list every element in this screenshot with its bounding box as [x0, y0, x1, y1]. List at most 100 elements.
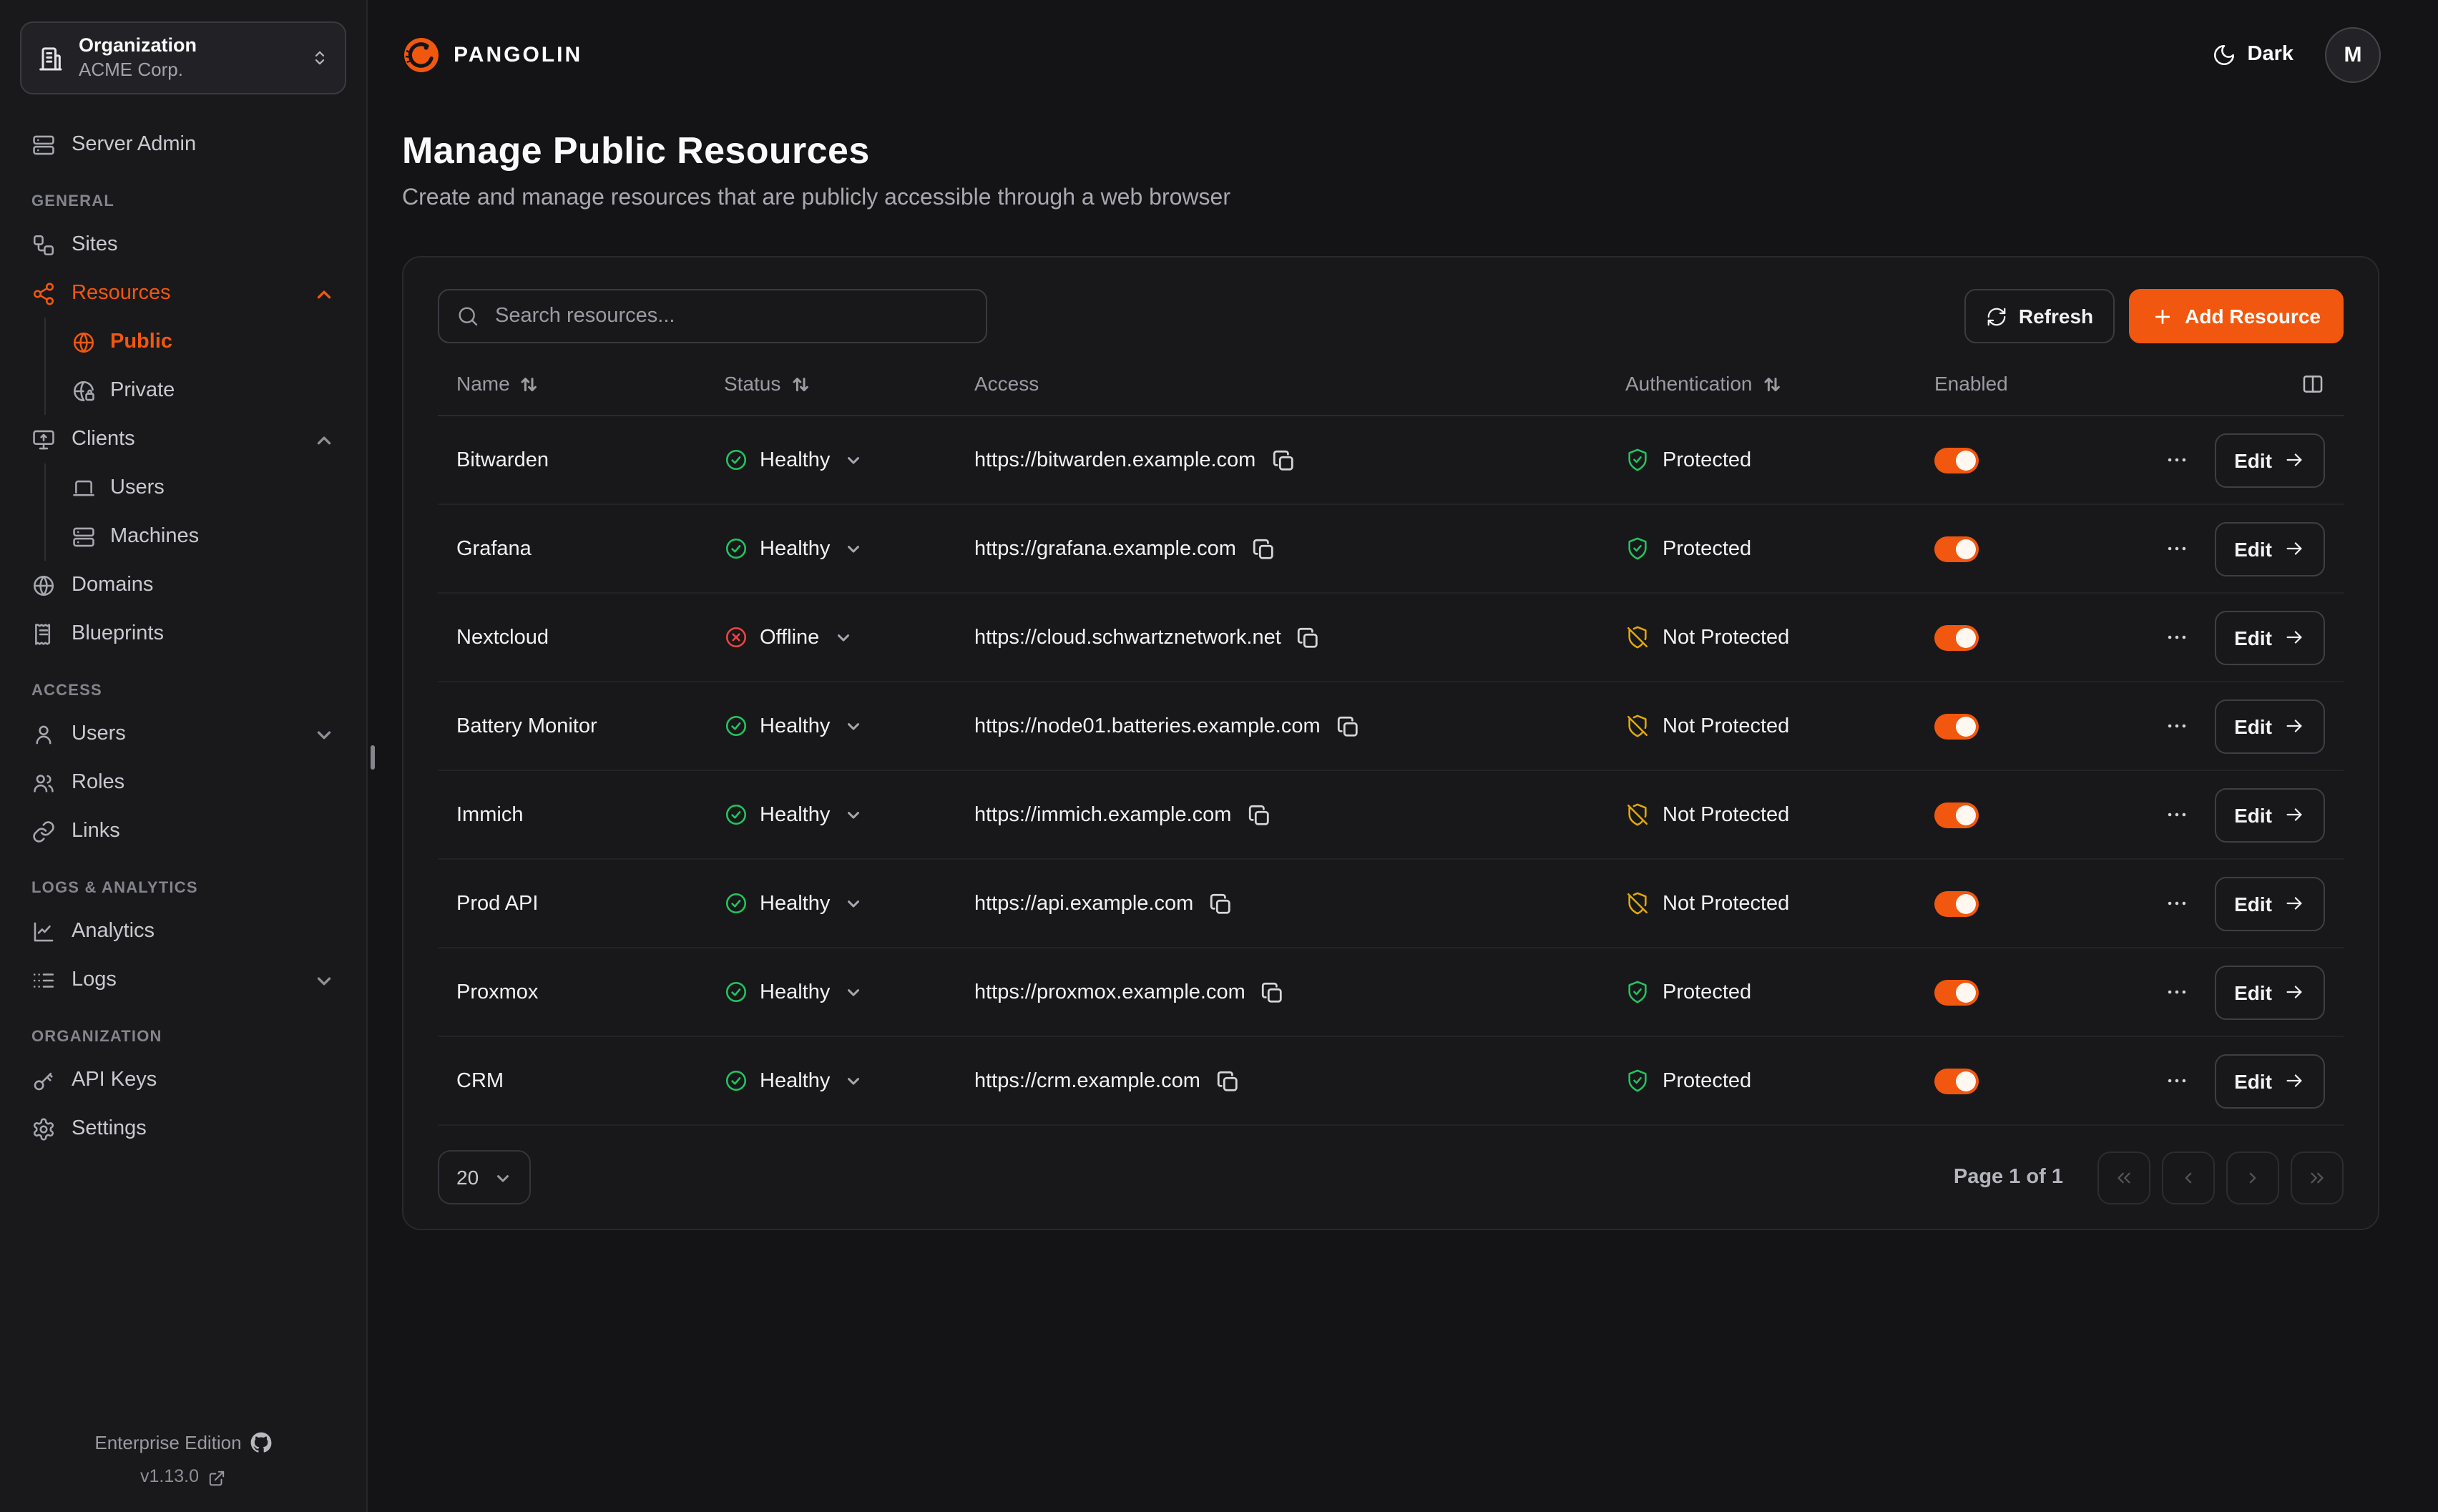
sort-icon[interactable]: [790, 374, 809, 393]
sidebar-item-settings[interactable]: Settings: [20, 1104, 346, 1153]
status-dropdown[interactable]: Healthy: [724, 714, 974, 738]
status-dropdown[interactable]: Offline: [724, 625, 974, 649]
enabled-toggle[interactable]: [1934, 1068, 1979, 1094]
sidebar-item-blueprints[interactable]: Blueprints: [20, 609, 346, 658]
sidebar-item-api-keys[interactable]: API Keys: [20, 1056, 346, 1104]
theme-toggle[interactable]: Dark: [2212, 42, 2293, 67]
add-resource-button[interactable]: Add Resource: [2129, 289, 2344, 343]
section-heading-organization: ORGANIZATION: [31, 1029, 162, 1046]
table-toolbar: Refresh Add Resource: [438, 289, 2344, 343]
copy-icon[interactable]: [1296, 625, 1320, 649]
status-dropdown[interactable]: Healthy: [724, 802, 974, 827]
row-menu-icon[interactable]: [2161, 711, 2191, 741]
resources-card: Refresh Add Resource Name Status Access …: [402, 256, 2379, 1230]
table-row: Prod API Healthy https://api.example.com…: [438, 860, 2344, 948]
enabled-toggle[interactable]: [1934, 979, 1979, 1005]
enabled-toggle[interactable]: [1934, 624, 1979, 650]
search-input[interactable]: [492, 303, 969, 329]
copy-icon[interactable]: [1215, 1069, 1239, 1093]
sidebar-item-private[interactable]: Private: [63, 366, 346, 415]
sidebar-scrollbar-thumb[interactable]: [371, 745, 375, 770]
status-dropdown[interactable]: Healthy: [724, 448, 974, 472]
chevron-down-icon: [844, 894, 863, 913]
arrow-right-icon: [2283, 893, 2305, 914]
brand-logo[interactable]: PANGOLIN: [402, 35, 582, 74]
enabled-toggle[interactable]: [1934, 536, 1979, 561]
sidebar-item-logs[interactable]: Logs: [20, 956, 346, 1004]
enabled-toggle[interactable]: [1934, 713, 1979, 739]
external-link-icon[interactable]: [207, 1468, 226, 1487]
sidebar-item-server-admin[interactable]: Server Admin: [20, 120, 346, 169]
key-icon: [31, 1068, 56, 1092]
auth-status-label: Protected: [1663, 448, 1752, 471]
edit-button[interactable]: Edit: [2214, 433, 2325, 487]
sidebar-item-label: Roles: [72, 771, 125, 795]
copy-icon[interactable]: [1335, 714, 1359, 738]
sort-icon[interactable]: [520, 374, 539, 393]
copy-icon[interactable]: [1270, 448, 1294, 472]
copy-icon[interactable]: [1250, 536, 1275, 561]
edit-button[interactable]: Edit: [2214, 699, 2325, 753]
sidebar-item-analytics[interactable]: Analytics: [20, 907, 346, 956]
copy-icon[interactable]: [1208, 891, 1232, 915]
sidebar-item-public[interactable]: Public: [63, 318, 346, 366]
refresh-icon: [1986, 305, 2007, 327]
row-menu-icon[interactable]: [2161, 622, 2191, 652]
edit-button[interactable]: Edit: [2214, 876, 2325, 931]
sidebar-item-links[interactable]: Links: [20, 807, 346, 855]
top-bar: PANGOLIN Dark M: [368, 0, 2438, 109]
row-menu-icon[interactable]: [2161, 1066, 2191, 1096]
row-menu-icon[interactable]: [2161, 977, 2191, 1007]
refresh-button[interactable]: Refresh: [1964, 289, 2115, 343]
sidebar-item-label: Resources: [72, 282, 171, 305]
sort-icon[interactable]: [1762, 374, 1781, 393]
sidebar-item-users[interactable]: Users: [20, 710, 346, 758]
status-dropdown[interactable]: Healthy: [724, 980, 974, 1004]
edit-button[interactable]: Edit: [2214, 965, 2325, 1019]
sidebar-item-clients[interactable]: Clients: [20, 415, 346, 463]
table-row: CRM Healthy https://crm.example.com Prot…: [438, 1037, 2344, 1126]
link-icon: [31, 819, 56, 843]
sidebar-item-domains[interactable]: Domains: [20, 561, 346, 609]
copy-icon[interactable]: [1260, 980, 1284, 1004]
prev-page-button[interactable]: [2162, 1151, 2215, 1204]
enabled-toggle[interactable]: [1934, 802, 1979, 828]
globe-icon: [31, 573, 56, 597]
sidebar-item-resources[interactable]: Resources: [20, 269, 346, 318]
row-menu-icon[interactable]: [2161, 445, 2191, 475]
pangolin-logo-icon: [402, 35, 441, 74]
user-avatar[interactable]: M: [2325, 26, 2381, 82]
status-dropdown[interactable]: Healthy: [724, 1069, 974, 1093]
row-menu-icon[interactable]: [2161, 888, 2191, 918]
sidebar-item-sites[interactable]: Sites: [20, 220, 346, 269]
column-visibility-icon[interactable]: [2301, 371, 2325, 396]
add-resource-label: Add Resource: [2185, 305, 2321, 328]
sidebar-item-roles[interactable]: Roles: [20, 758, 346, 807]
edit-button[interactable]: Edit: [2214, 787, 2325, 842]
row-menu-icon[interactable]: [2161, 534, 2191, 564]
sidebar-item-client-machines[interactable]: Machines: [63, 512, 346, 561]
sidebar-item-client-users[interactable]: Users: [63, 463, 346, 512]
enabled-toggle[interactable]: [1934, 890, 1979, 916]
page-size-select[interactable]: 20: [438, 1150, 531, 1204]
next-page-button[interactable]: [2226, 1151, 2279, 1204]
last-page-button[interactable]: [2291, 1151, 2344, 1204]
sidebar-item-label: Analytics: [72, 920, 155, 943]
copy-icon[interactable]: [1245, 802, 1270, 827]
edition-label: Enterprise Edition: [94, 1431, 242, 1453]
shield-check-icon: [1628, 1069, 1647, 1092]
edit-button[interactable]: Edit: [2214, 610, 2325, 664]
row-menu-icon[interactable]: [2161, 800, 2191, 830]
sidebar-item-label: Public: [110, 330, 173, 354]
edit-button[interactable]: Edit: [2214, 521, 2325, 576]
org-switcher[interactable]: Organization ACME Corp.: [20, 21, 346, 95]
first-page-button[interactable]: [2097, 1151, 2150, 1204]
avatar-initial: M: [2344, 42, 2362, 67]
edit-button[interactable]: Edit: [2214, 1054, 2325, 1108]
github-icon[interactable]: [250, 1433, 272, 1454]
status-dropdown[interactable]: Healthy: [724, 891, 974, 915]
chevron-down-icon: [313, 723, 335, 745]
enabled-toggle[interactable]: [1934, 447, 1979, 473]
status-dropdown[interactable]: Healthy: [724, 536, 974, 561]
auth-status-label: Not Protected: [1663, 892, 1790, 915]
